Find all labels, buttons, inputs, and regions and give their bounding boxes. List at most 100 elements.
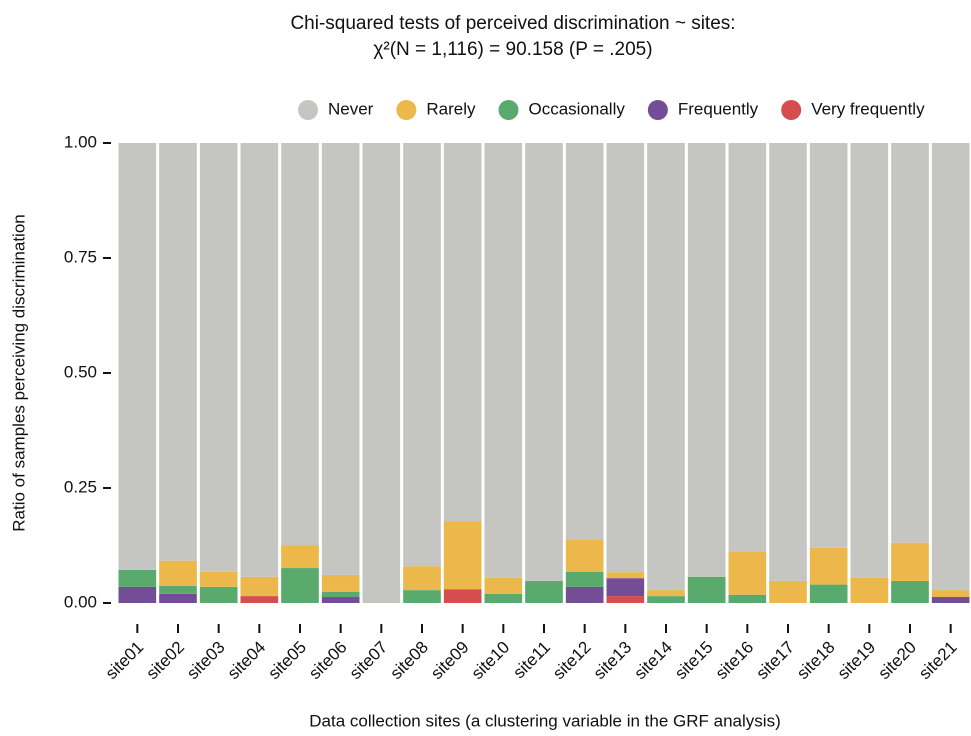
x-tick-label: site01 xyxy=(102,638,148,684)
bar-segment xyxy=(362,143,401,603)
bar-segment xyxy=(647,143,685,591)
legend-swatch xyxy=(396,100,417,120)
bar-segment xyxy=(891,542,929,581)
x-tick-label: site10 xyxy=(468,638,514,684)
legend-label: Rarely xyxy=(426,99,476,118)
bar-segment xyxy=(647,596,685,603)
bar-segment xyxy=(443,143,482,522)
bar-segment xyxy=(565,143,604,540)
x-tick-label: site15 xyxy=(671,638,717,684)
bar-segment xyxy=(118,569,157,587)
bar-segment xyxy=(687,143,726,577)
bar-segment xyxy=(606,572,645,579)
bar-segment xyxy=(240,576,279,597)
x-tick-label: site19 xyxy=(834,638,880,684)
x-tick-label: site06 xyxy=(305,638,351,684)
bar-segment xyxy=(240,596,279,603)
y-tick-label: 0.25 xyxy=(64,477,97,496)
legend-label: Very frequently xyxy=(811,99,925,118)
x-tick-label: site02 xyxy=(142,638,188,684)
legend-swatch xyxy=(498,100,519,120)
bar-segment xyxy=(769,580,807,603)
x-tick-label: site21 xyxy=(915,638,961,684)
x-tick-label: site16 xyxy=(712,638,758,684)
bar-segment xyxy=(931,590,970,598)
bar-segment xyxy=(484,143,523,578)
bar-segment xyxy=(240,143,279,577)
y-tick-label: 0.75 xyxy=(64,247,97,266)
x-tick-label: site13 xyxy=(590,638,636,684)
bar-segment xyxy=(565,586,604,603)
bar-segment xyxy=(891,580,929,603)
bar-segment xyxy=(525,580,563,603)
bar-segment xyxy=(565,571,604,587)
x-tick-label: site20 xyxy=(874,638,920,684)
legend-label: Never xyxy=(328,99,374,118)
bar-segment xyxy=(281,143,319,546)
bar-segment xyxy=(850,577,889,603)
bar-segment xyxy=(606,596,645,603)
bar-segment xyxy=(403,143,441,567)
y-tick-label: 0.00 xyxy=(64,592,97,611)
bar-segment xyxy=(321,591,360,598)
bar-segment xyxy=(321,597,360,603)
y-tick-label: 0.50 xyxy=(64,362,97,381)
x-axis-title: Data collection sites (a clustering vari… xyxy=(309,711,780,730)
bar-segment xyxy=(403,590,441,603)
bar-segment xyxy=(159,593,197,603)
bar-segment xyxy=(199,586,238,603)
x-tick-label: site17 xyxy=(752,638,798,684)
bar-segment xyxy=(647,590,685,597)
x-tick-label: site03 xyxy=(183,638,229,684)
bar-segment xyxy=(199,143,238,572)
bar-segment xyxy=(728,143,767,552)
bar-segment xyxy=(525,143,563,581)
bar-segment xyxy=(809,547,848,585)
bar-segment xyxy=(769,143,807,581)
bar-segment xyxy=(809,143,848,548)
bar-segment xyxy=(159,560,197,586)
chart-subtitle: χ²(N = 1,116) = 90.158 (P = .205) xyxy=(373,39,652,60)
bar-segment xyxy=(728,551,767,595)
bar-segment xyxy=(565,539,604,572)
bar-segment xyxy=(484,593,523,603)
legend-swatch xyxy=(647,100,668,120)
legend-label: Frequently xyxy=(678,99,759,118)
x-tick-label: site09 xyxy=(427,638,473,684)
bar-segment xyxy=(728,594,767,603)
x-tick-label: site12 xyxy=(549,638,595,684)
bar-segment xyxy=(281,568,319,603)
bar-segment xyxy=(118,143,157,570)
x-tick-label: site04 xyxy=(224,638,270,684)
bar-segment xyxy=(159,585,197,594)
x-tick-label: site08 xyxy=(386,638,432,684)
bar-segment xyxy=(606,578,645,597)
bar-segment xyxy=(606,143,645,573)
bar-segment xyxy=(850,143,889,578)
x-tick-label: site07 xyxy=(346,638,392,684)
bar-segment xyxy=(159,143,197,561)
y-tick-label: 1.00 xyxy=(64,132,97,151)
chart-title: Chi-squared tests of perceived discrimin… xyxy=(290,13,735,34)
x-tick-label: site14 xyxy=(630,638,676,684)
bar-segment xyxy=(403,566,441,591)
bar-segment xyxy=(321,143,360,575)
bar-segment xyxy=(118,586,157,603)
bar-segment xyxy=(891,143,929,543)
bar-segment xyxy=(321,574,360,592)
bar-segment xyxy=(809,584,848,603)
legend-label: Occasionally xyxy=(528,99,625,118)
x-tick-label: site18 xyxy=(793,638,839,684)
legend-swatch xyxy=(781,100,802,120)
bar-segment xyxy=(931,143,970,591)
y-axis-title: Ratio of samples perceiving discriminati… xyxy=(9,214,28,531)
bar-segment xyxy=(687,576,726,603)
bar-segment xyxy=(443,589,482,603)
bar-segment xyxy=(199,571,238,587)
bar-segment xyxy=(484,577,523,594)
bar-segment xyxy=(281,545,319,569)
x-tick-label: site05 xyxy=(264,638,310,684)
legend-swatch xyxy=(298,100,318,120)
bar-segment xyxy=(931,597,970,603)
